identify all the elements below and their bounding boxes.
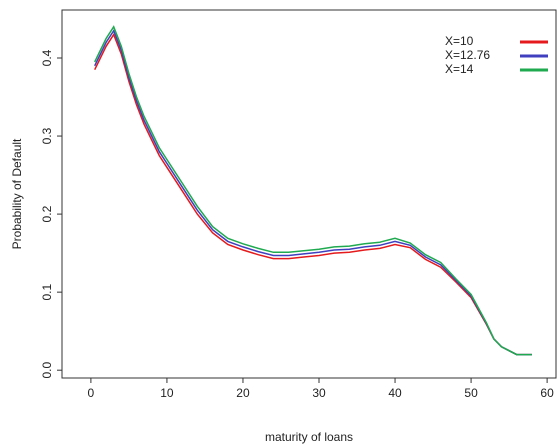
series-line: [94, 29, 532, 356]
x-tick-label: 10: [160, 386, 174, 400]
x-axis-label: maturity of loans: [265, 430, 353, 444]
series-line: [94, 25, 532, 356]
y-tick-label: 0.0: [40, 362, 54, 379]
plot-frame: [61, 9, 557, 379]
x-tick-label: 40: [388, 386, 402, 400]
x-tick-label: 60: [540, 386, 554, 400]
series-line: [94, 32, 532, 356]
y-tick-label: 0.3: [40, 127, 54, 144]
legend-label: X=14: [445, 62, 474, 76]
legend-label: X=12.76: [445, 48, 490, 62]
y-tick-label: 0.2: [40, 205, 54, 222]
x-tick-label: 30: [312, 386, 326, 400]
legend-label: X=10: [445, 34, 474, 48]
x-tick-label: 50: [464, 386, 478, 400]
x-tick-label: 20: [236, 386, 250, 400]
y-axis-label: Probability of Default: [10, 138, 24, 249]
y-tick-label: 0.4: [40, 49, 54, 66]
x-tick-label: 0: [88, 386, 95, 400]
y-tick-label: 0.1: [40, 283, 54, 300]
